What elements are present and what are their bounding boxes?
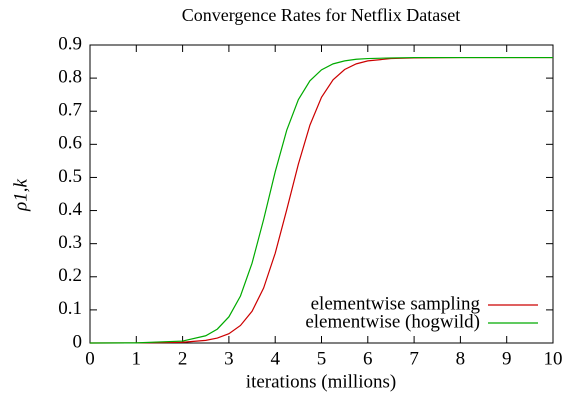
x-tick-label: 7 — [409, 348, 419, 369]
y-tick-label: 0 — [73, 331, 83, 352]
x-tick-label: 9 — [502, 348, 512, 369]
x-axis-label: iterations (millions) — [246, 371, 396, 392]
legend-label: elementwise (hogwild) — [305, 311, 480, 332]
x-tick-label: 1 — [132, 348, 142, 369]
y-tick-label: 0.3 — [58, 232, 82, 253]
x-tick-label: 3 — [224, 348, 234, 369]
y-axis-label: ρ1,k — [10, 179, 31, 212]
y-tick-label: 0.5 — [58, 166, 82, 187]
y-tick-label: 0.8 — [58, 66, 82, 87]
legend-label: elementwise sampling — [311, 293, 481, 314]
x-tick-label: 0 — [85, 348, 95, 369]
chart-title: Convergence Rates for Netflix Dataset — [182, 5, 461, 25]
x-tick-label: 4 — [270, 348, 280, 369]
x-tick-label: 10 — [544, 348, 563, 369]
x-tick-label: 2 — [178, 348, 188, 369]
y-tick-label: 0.2 — [58, 265, 82, 286]
x-tick-label: 6 — [363, 348, 373, 369]
y-tick-label: 0.4 — [58, 199, 82, 220]
y-tick-label: 0.7 — [58, 100, 82, 121]
y-tick-label: 0.1 — [58, 298, 82, 319]
y-tick-label: 0.6 — [58, 133, 82, 154]
y-tick-label: 0.9 — [58, 33, 82, 54]
x-tick-label: 8 — [456, 348, 466, 369]
x-tick-label: 5 — [317, 348, 327, 369]
series-line — [89, 56, 553, 344]
